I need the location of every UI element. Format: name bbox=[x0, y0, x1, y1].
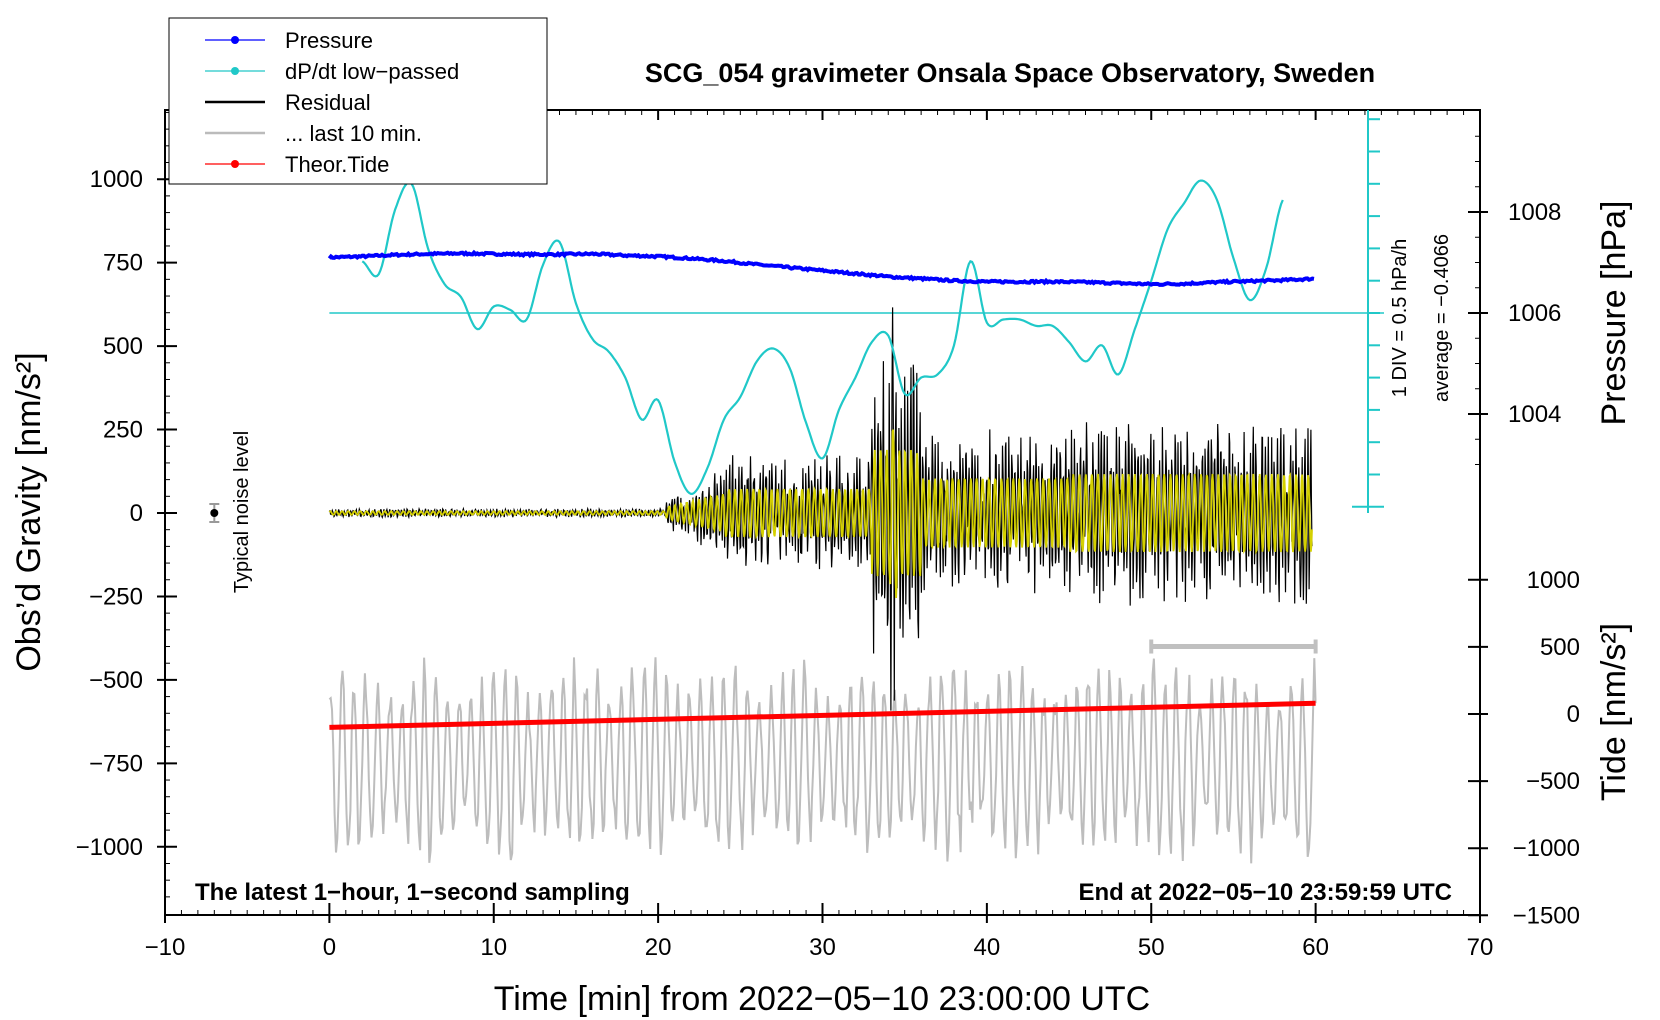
dpdt-series bbox=[361, 179, 1284, 496]
x-tick-label: 20 bbox=[645, 934, 672, 961]
x-tick-label: 70 bbox=[1467, 934, 1494, 961]
last-10-min-bar bbox=[1149, 639, 1318, 654]
noise-point bbox=[210, 509, 219, 517]
gravity-tick-label: −250 bbox=[89, 583, 143, 610]
x-tick-label: −10 bbox=[145, 934, 186, 961]
pressure-tick-label: 1006 bbox=[1508, 300, 1561, 327]
y-axis-title-tide: Tide [nm/s²] bbox=[1595, 623, 1633, 801]
legend-entries: Pressure dP/dt low−passed Residual ... last… bbox=[205, 28, 459, 177]
gravity-tick-label: 1000 bbox=[90, 166, 143, 193]
gravity-tick-label: −500 bbox=[89, 667, 143, 694]
div-scale-label: 1 DIV = 0.5 hPa/h bbox=[1389, 239, 1411, 397]
legend-swatch-dot bbox=[231, 36, 239, 44]
average-label: average = −0.4066 bbox=[1431, 234, 1453, 402]
noise-level-label: Typical noise level bbox=[231, 431, 253, 593]
theor-tide-series bbox=[329, 700, 1316, 730]
noise-level-marker bbox=[209, 503, 220, 523]
x-tick-label: 50 bbox=[1138, 934, 1165, 961]
x-tick-label: 0 bbox=[323, 934, 336, 961]
legend-swatch-dot bbox=[231, 160, 239, 168]
x-tick-label: 60 bbox=[1302, 934, 1329, 961]
legend: Pressure dP/dt low−passed Residual ... last… bbox=[168, 17, 548, 185]
pressure-tick-label: 1008 bbox=[1508, 199, 1561, 226]
x-axis-ticks: −10 0 10 20 30 40 50 60 70 bbox=[145, 110, 1494, 961]
tide-tick-label: −1000 bbox=[1513, 835, 1580, 862]
tide-tick-label: 0 bbox=[1567, 701, 1580, 728]
last-10-min-series bbox=[328, 657, 1317, 864]
legend-label: Pressure bbox=[285, 28, 373, 53]
tide-tick-label: 500 bbox=[1540, 634, 1580, 661]
pressure-tick-label: 1004 bbox=[1508, 401, 1561, 428]
legend-label: ... last 10 min. bbox=[285, 121, 422, 146]
gravity-tick-label: 250 bbox=[103, 417, 143, 444]
end-time-note: End at 2022−05−10 23:59:59 UTC bbox=[1078, 879, 1452, 906]
legend-label: Theor.Tide bbox=[285, 152, 389, 177]
gravity-tick-label: 0 bbox=[130, 500, 143, 527]
gravity-axis-ticks: 1000 750 500 250 0 −250 −500 −750 −1000 bbox=[76, 166, 177, 861]
gravity-tick-label: 750 bbox=[103, 250, 143, 277]
legend-label: Residual bbox=[285, 90, 371, 115]
x-axis-title: Time [min] from 2022−05−10 23:00:00 UTC bbox=[494, 980, 1150, 1018]
x-tick-label: 10 bbox=[480, 934, 507, 961]
chart-title: SCG_054 gravimeter Onsala Space Observat… bbox=[645, 58, 1375, 88]
legend-label: dP/dt low−passed bbox=[285, 59, 459, 84]
residual-series bbox=[328, 307, 1313, 711]
x-tick-label: 40 bbox=[974, 934, 1001, 961]
y-axis-title-pressure: Pressure [hPa] bbox=[1595, 201, 1633, 426]
gravity-tick-label: −750 bbox=[89, 750, 143, 777]
x-tick-label: 30 bbox=[809, 934, 836, 961]
pressure-axis-ticks: 1008 1006 1004 bbox=[1468, 199, 1561, 428]
residual-lowpassed-series bbox=[328, 429, 1313, 599]
gravity-tick-label: 500 bbox=[103, 333, 143, 360]
tide-axis-ticks: 1000 500 0 −500 −1000 −1500 bbox=[1468, 567, 1580, 929]
tide-tick-label: −500 bbox=[1526, 768, 1580, 795]
sampling-note: The latest 1−hour, 1−second sampling bbox=[195, 879, 630, 906]
tide-tick-label: −1500 bbox=[1513, 902, 1580, 929]
dpdt-div-scale bbox=[1352, 110, 1384, 513]
tide-tick-label: 1000 bbox=[1527, 567, 1580, 594]
gravity-tick-label: −1000 bbox=[76, 834, 143, 861]
legend-swatch-dot bbox=[231, 67, 239, 75]
pressure-series bbox=[327, 249, 1315, 287]
y-axis-title-gravity: Obs’d Gravity [nm/s²] bbox=[10, 352, 48, 671]
